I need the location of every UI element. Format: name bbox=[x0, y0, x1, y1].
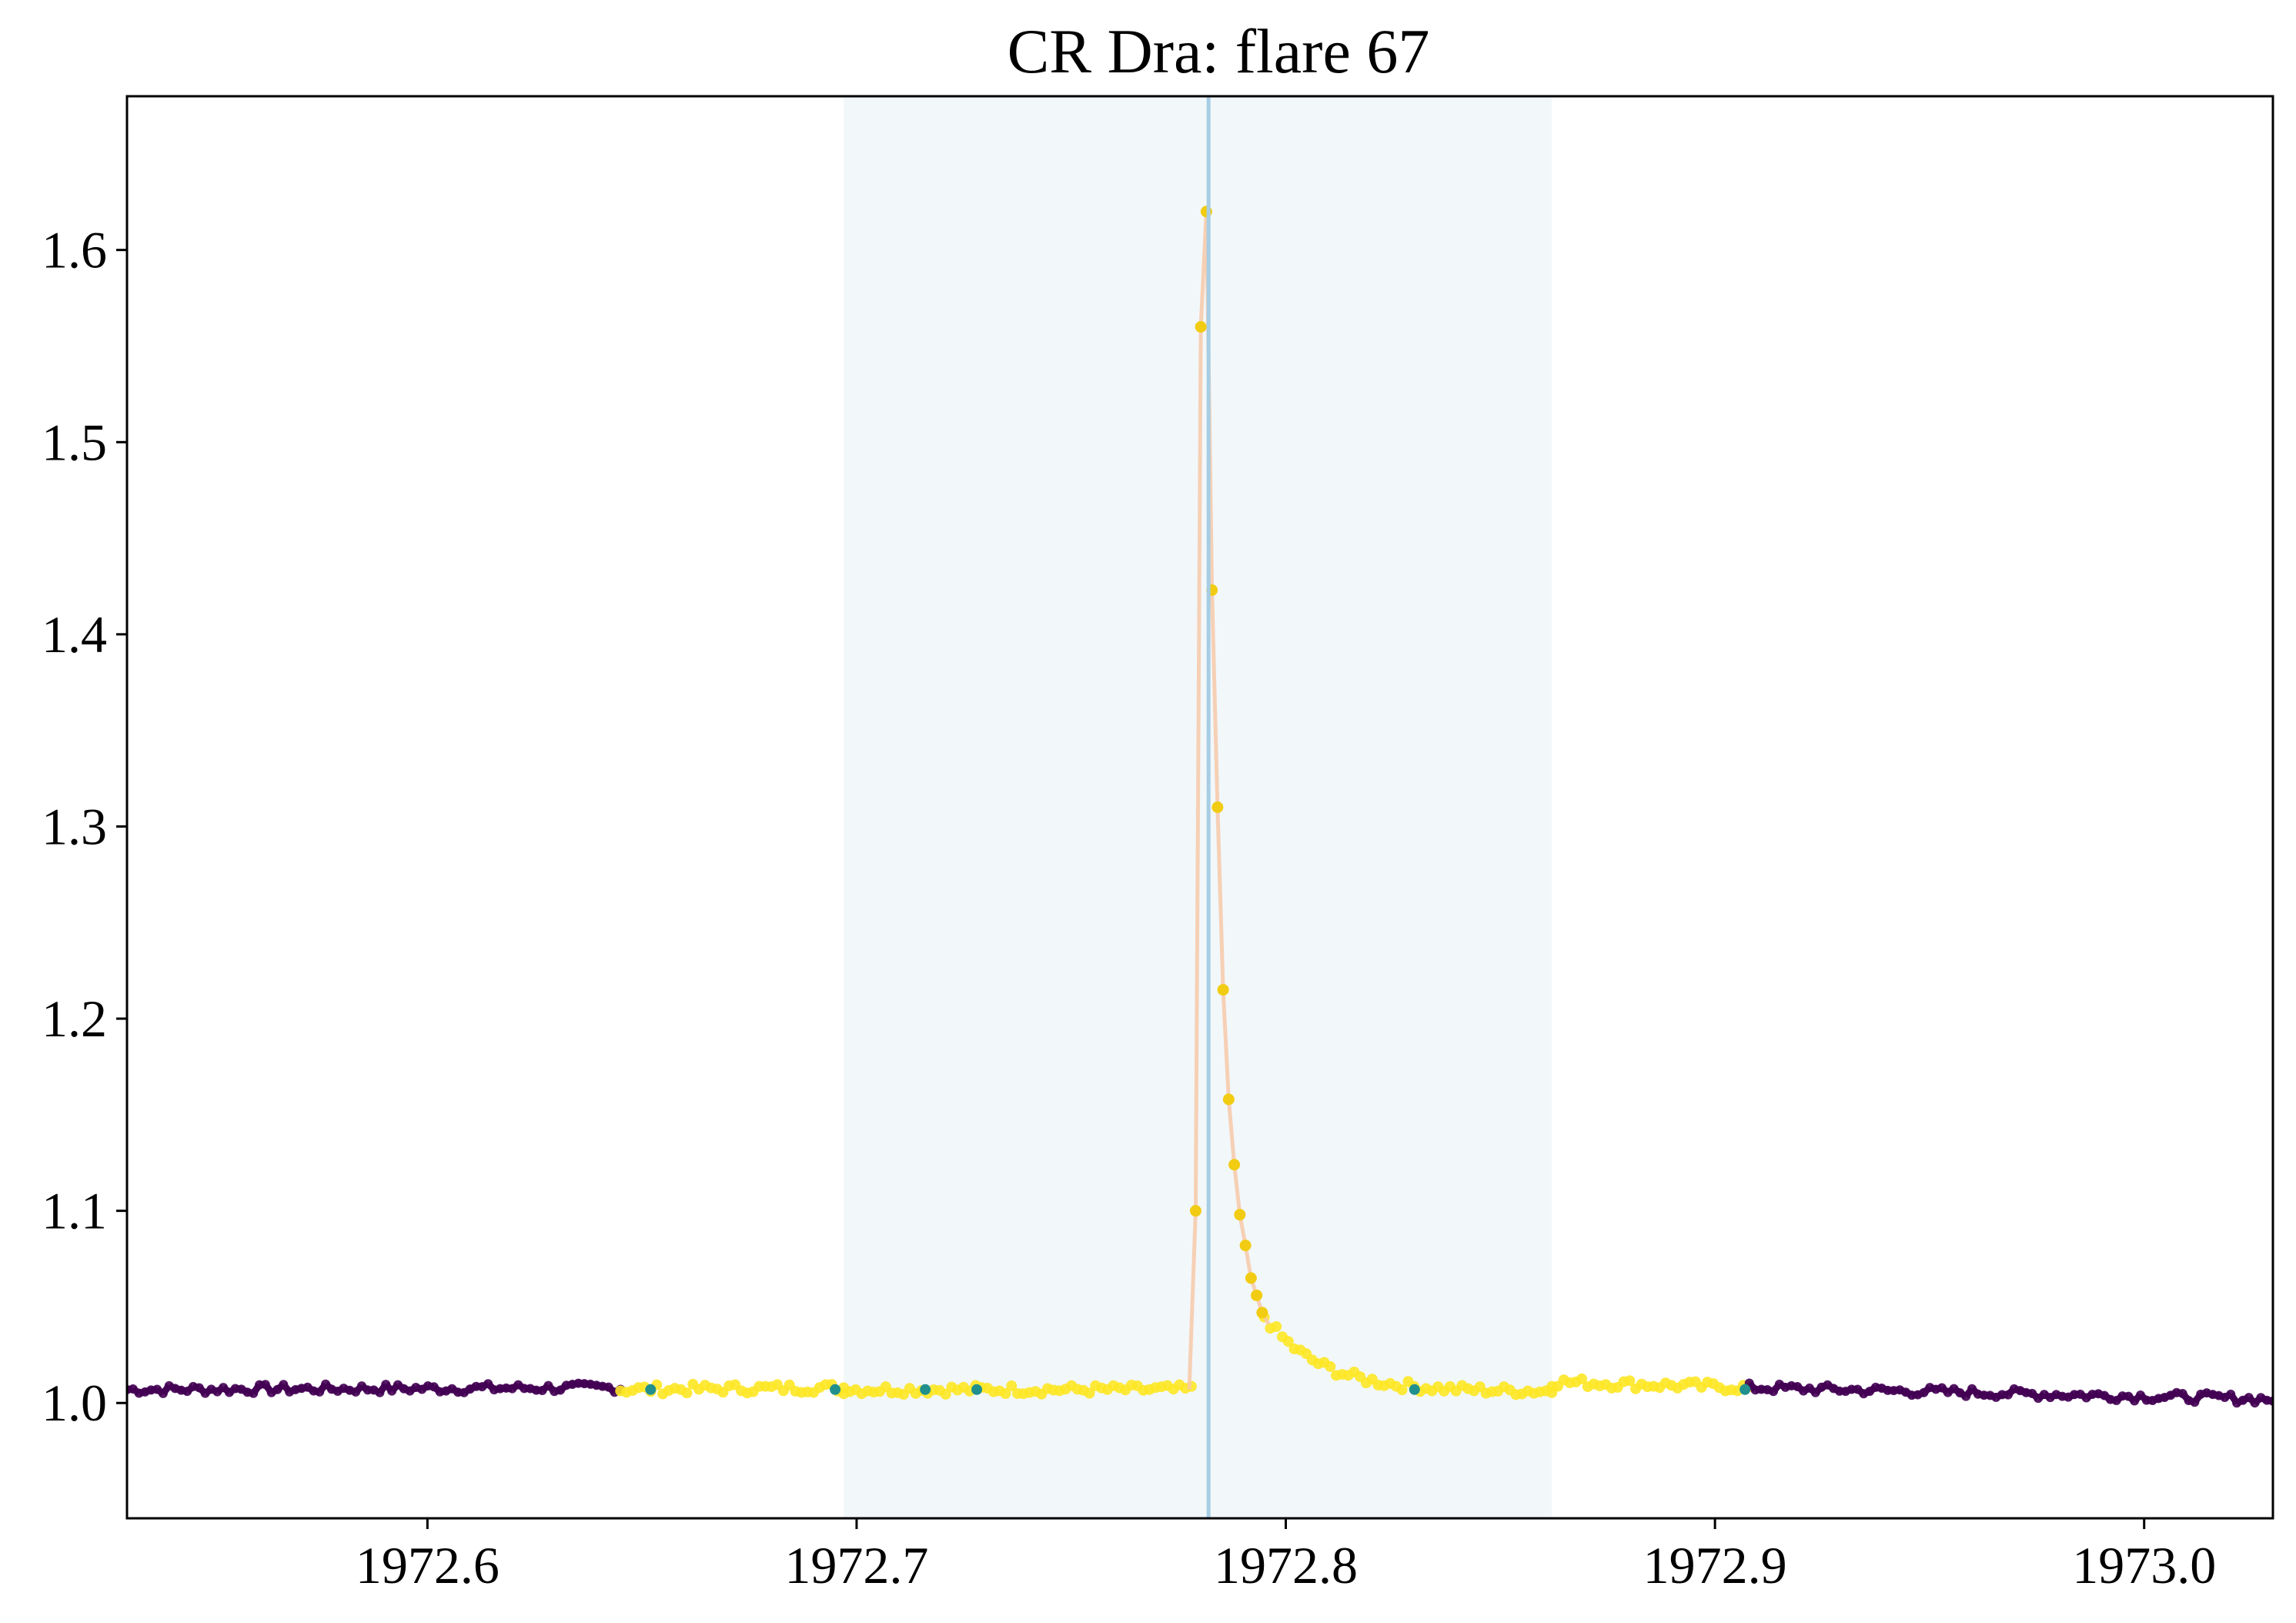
transition-point bbox=[971, 1384, 983, 1395]
data-point bbox=[1576, 1373, 1588, 1384]
data-point bbox=[1396, 1384, 1408, 1396]
y-tick-label: 1.0 bbox=[42, 1374, 107, 1432]
y-tick-label: 1.1 bbox=[42, 1182, 107, 1240]
transition-point bbox=[1740, 1384, 1751, 1395]
flare-point bbox=[1239, 1240, 1252, 1252]
plot-area bbox=[125, 95, 2274, 1520]
flare-point bbox=[1256, 1307, 1268, 1319]
x-tick-label: 1973.0 bbox=[2072, 1536, 2216, 1595]
data-point bbox=[1000, 1388, 1011, 1400]
transition-point bbox=[830, 1384, 841, 1395]
data-point bbox=[1325, 1360, 1336, 1372]
flare-point bbox=[1189, 1205, 1201, 1217]
flare-point bbox=[1195, 321, 1207, 333]
x-tick-label: 1972.9 bbox=[1643, 1536, 1787, 1595]
transition-point bbox=[920, 1384, 931, 1395]
x-tick-label: 1972.7 bbox=[784, 1536, 928, 1595]
x-tick-label: 1972.8 bbox=[1214, 1536, 1358, 1595]
flare-point bbox=[1245, 1272, 1257, 1284]
data-point bbox=[1624, 1375, 1636, 1387]
flare-point bbox=[1217, 984, 1229, 996]
data-point bbox=[1084, 1387, 1095, 1399]
data-point bbox=[940, 1388, 951, 1400]
y-tick-label: 1.2 bbox=[42, 989, 107, 1048]
x-axis: 1972.6 1972.7 1972.8 1972.9 1973.0 bbox=[356, 1518, 2216, 1595]
flare-point bbox=[1251, 1289, 1263, 1301]
plot-frame bbox=[125, 95, 2274, 1520]
data-point bbox=[1271, 1320, 1282, 1332]
y-tick-label: 1.5 bbox=[42, 413, 107, 471]
y-tick-label: 1.3 bbox=[42, 797, 107, 855]
data-point bbox=[681, 1387, 693, 1399]
plot-content bbox=[127, 96, 2273, 1518]
flare-point bbox=[1211, 801, 1224, 813]
data-point bbox=[1006, 1380, 1018, 1392]
chart-title: CR Dra: flare 67 bbox=[1008, 16, 1430, 86]
transition-point bbox=[1409, 1384, 1420, 1395]
flare-point bbox=[1234, 1209, 1246, 1221]
y-tick-label: 1.4 bbox=[42, 605, 107, 664]
transition-point bbox=[645, 1384, 657, 1395]
flare-point bbox=[1228, 1159, 1241, 1171]
y-tick-label: 1.6 bbox=[42, 221, 107, 279]
data-point bbox=[1282, 1336, 1294, 1347]
y-axis: 1.0 1.1 1.2 1.3 1.4 1.5 1.6 bbox=[42, 221, 127, 1432]
x-tick-label: 1972.6 bbox=[356, 1536, 500, 1595]
flare-point bbox=[1222, 1093, 1235, 1106]
